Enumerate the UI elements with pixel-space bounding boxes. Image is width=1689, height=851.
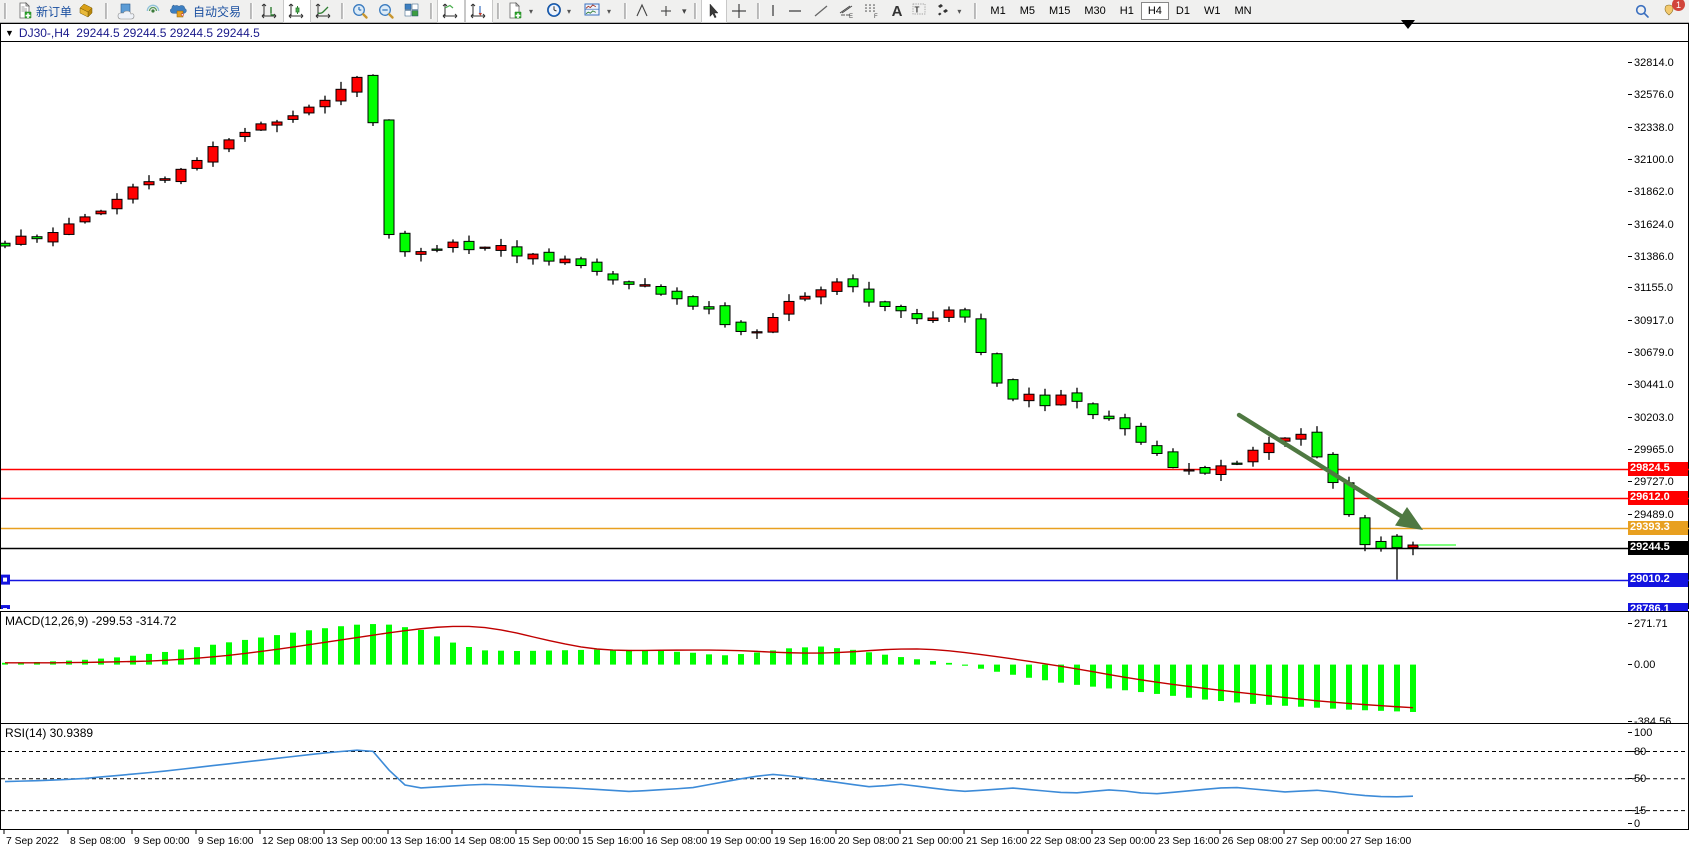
svg-text:27 Sep 16:00: 27 Sep 16:00 [1350,836,1412,847]
svg-text:F: F [874,14,878,20]
svg-text:20 Sep 08:00: 20 Sep 08:00 [838,836,900,847]
svg-text:22 Sep 08:00: 22 Sep 08:00 [1030,836,1092,847]
svg-text:15 Sep 00:00: 15 Sep 00:00 [518,836,580,847]
svg-text:12 Sep 08:00: 12 Sep 08:00 [262,836,324,847]
svg-text:15 Sep 16:00: 15 Sep 16:00 [582,836,644,847]
svg-text:27 Sep 00:00: 27 Sep 00:00 [1286,836,1348,847]
svg-text:19 Sep 16:00: 19 Sep 16:00 [774,836,836,847]
svg-text:7 Sep 2022: 7 Sep 2022 [6,836,59,847]
svg-text:14 Sep 08:00: 14 Sep 08:00 [454,836,516,847]
svg-text:23 Sep 00:00: 23 Sep 00:00 [1094,836,1156,847]
svg-text:16 Sep 08:00: 16 Sep 08:00 [646,836,708,847]
svg-text:9 Sep 00:00: 9 Sep 00:00 [134,836,190,847]
svg-text:13 Sep 16:00: 13 Sep 16:00 [390,836,452,847]
svg-text:26 Sep 08:00: 26 Sep 08:00 [1222,836,1284,847]
svg-text:8 Sep 08:00: 8 Sep 08:00 [70,836,126,847]
svg-text:13 Sep 00:00: 13 Sep 00:00 [326,836,388,847]
svg-text:E: E [849,14,853,20]
svg-text:21 Sep 00:00: 21 Sep 00:00 [902,836,964,847]
svg-text:23 Sep 16:00: 23 Sep 16:00 [1158,836,1220,847]
svg-text:21 Sep 16:00: 21 Sep 16:00 [966,836,1028,847]
svg-text:9 Sep 16:00: 9 Sep 16:00 [198,836,254,847]
svg-text:19 Sep 00:00: 19 Sep 00:00 [710,836,772,847]
svg-text:T: T [915,6,920,15]
